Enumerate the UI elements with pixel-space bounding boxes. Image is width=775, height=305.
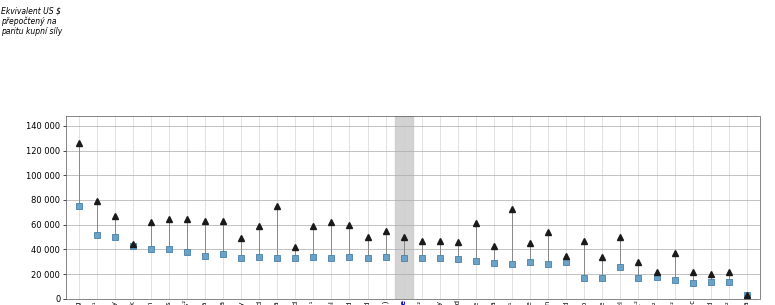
Bar	[394, 116, 412, 299]
Text: Ekvivalent US $
přepočtený na
paritu kupní síly: Ekvivalent US $ přepočtený na paritu kup…	[1, 6, 62, 37]
